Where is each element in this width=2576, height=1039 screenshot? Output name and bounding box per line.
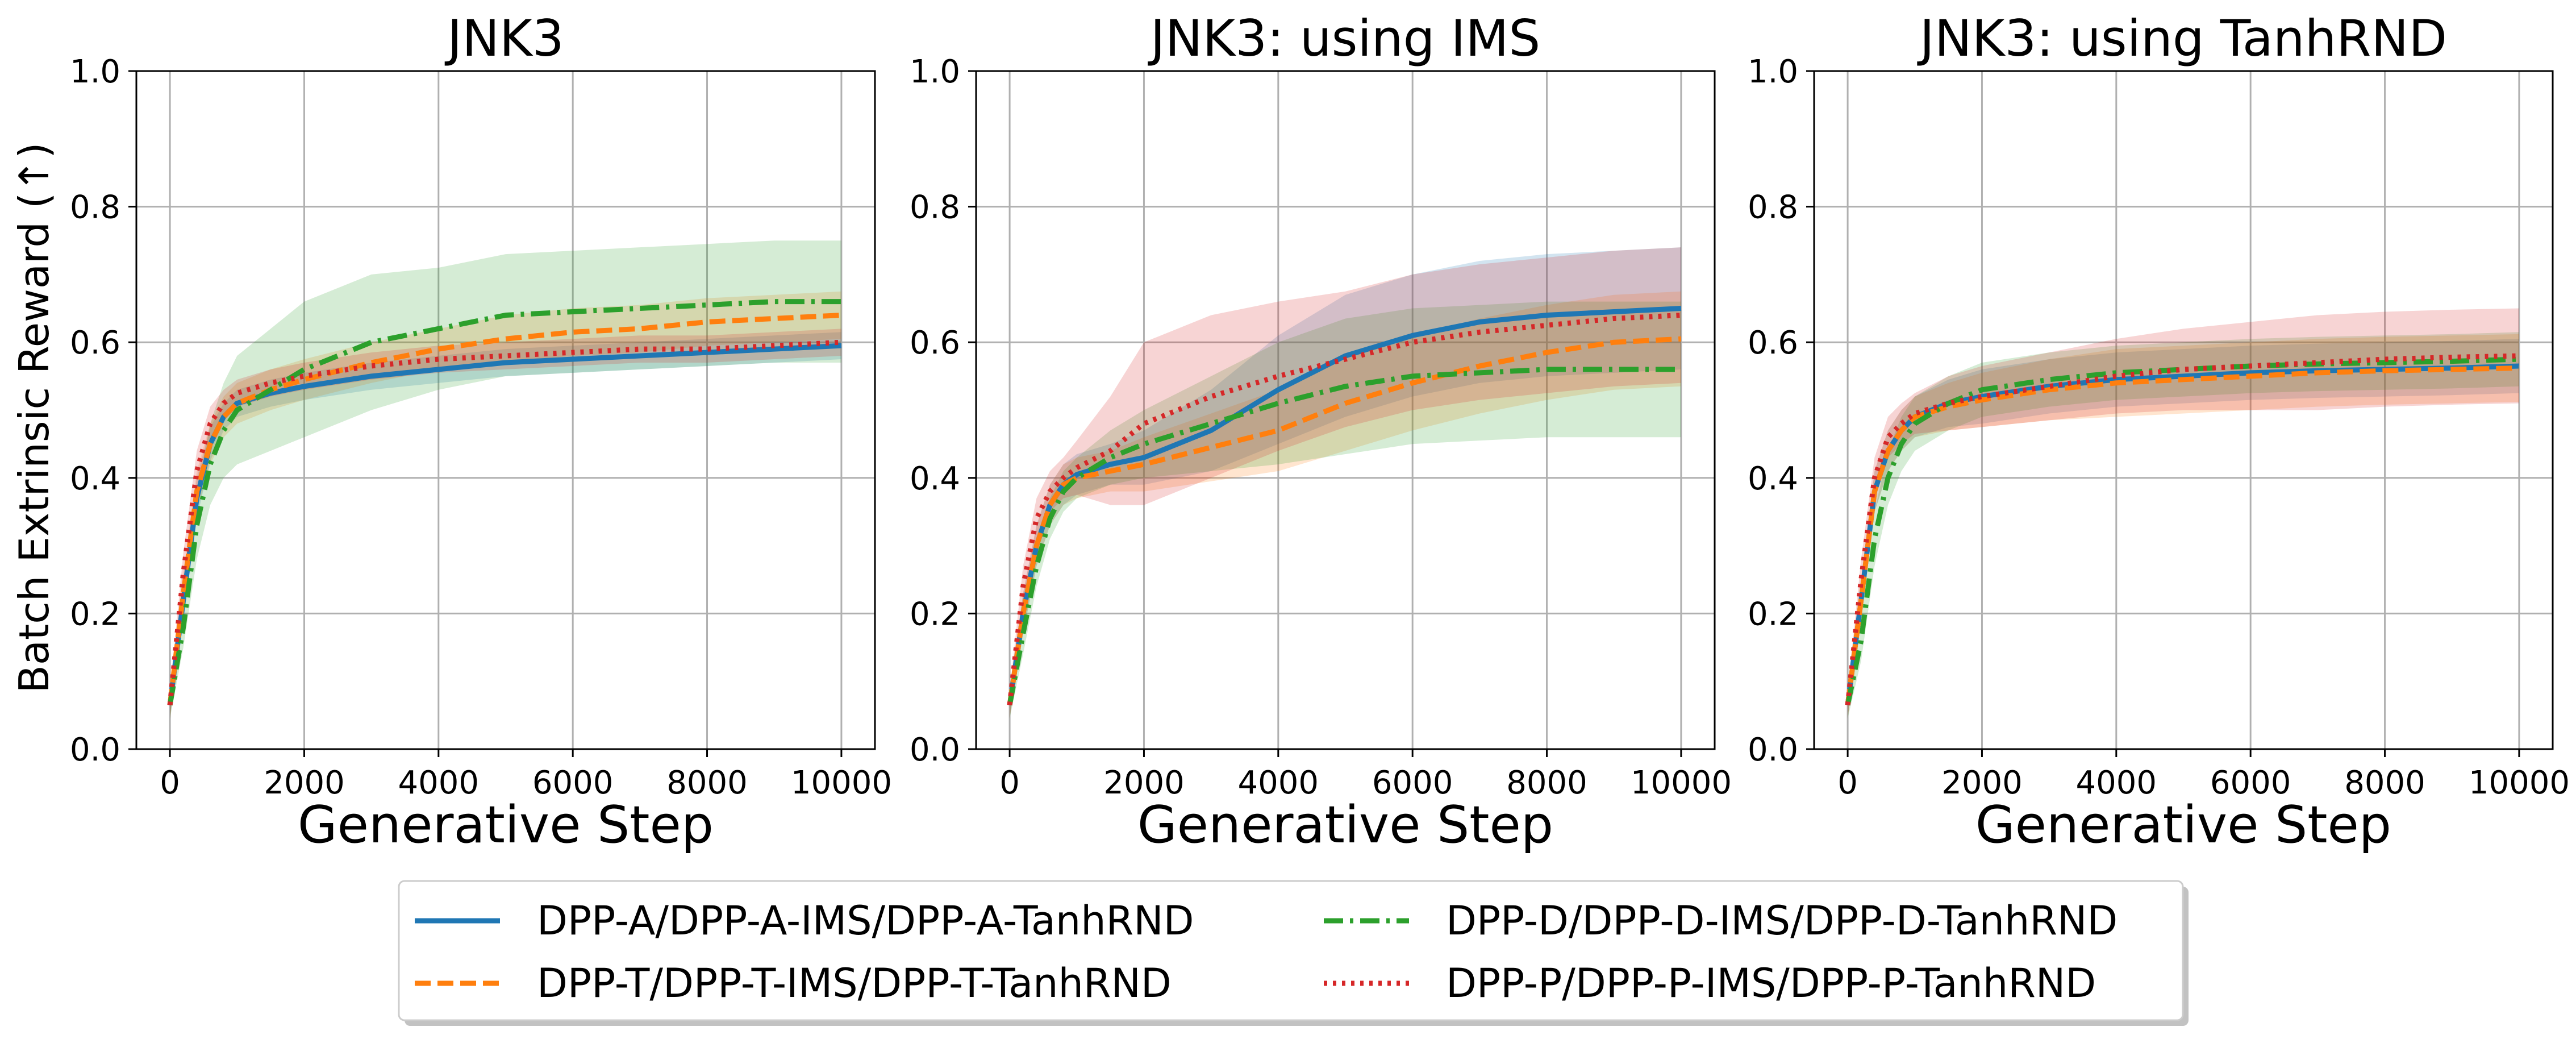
x-axis-label: Generative Step bbox=[1975, 795, 2391, 855]
y-tick-label: 0.0 bbox=[910, 732, 960, 768]
x-tick-label: 6000 bbox=[1372, 764, 1453, 801]
y-tick-label: 1.0 bbox=[70, 53, 120, 90]
panels: JNK3 0 2000 4000 6000 8000 10000 0.0 0.2 0.4 0.6 0.… bbox=[70, 9, 2570, 855]
x-tick-label: 6000 bbox=[532, 764, 614, 801]
legend-label-P: DPP-P/DPP-P-IMS/DPP-P-TanhRND bbox=[1446, 960, 2096, 1007]
y-axis-label: Batch Extrinsic Reward (↑) bbox=[10, 143, 58, 693]
x-axis-label: Generative Step bbox=[298, 795, 714, 855]
y-tick-label: 0.4 bbox=[70, 460, 120, 497]
x-tick-label: 2000 bbox=[1103, 764, 1185, 801]
plot-frame bbox=[135, 70, 876, 750]
band-P bbox=[1010, 247, 1681, 719]
x-tick-label: 10000 bbox=[1631, 764, 1732, 801]
panel-1: JNK3 0 2000 4000 6000 8000 10000 0.0 0.2 0.4 0.6 0.… bbox=[70, 9, 892, 855]
series-line-T bbox=[1845, 365, 2520, 706]
x-tick-label: 2000 bbox=[1941, 764, 2023, 801]
y-tick-label: 0.2 bbox=[1748, 596, 1798, 633]
band-T bbox=[170, 291, 841, 719]
plot-frame bbox=[1813, 70, 2554, 750]
x-tick-label: 4000 bbox=[1238, 764, 1319, 801]
panel-3: JNK3: using TanhRND 0 2000 4000 6000 8000 1000… bbox=[1748, 9, 2570, 855]
y-tick-label: 0.2 bbox=[910, 596, 960, 633]
x-axis-label: Generative Step bbox=[1137, 795, 1553, 855]
band-D bbox=[1010, 301, 1681, 719]
legend: DPP-A/DPP-A-IMS/DPP-A-TanhRND DPP-T/DPP-T… bbox=[398, 880, 2189, 1026]
y-tick-label: 0.6 bbox=[910, 325, 960, 361]
band-P bbox=[1848, 308, 2519, 719]
x-tick-label: 8000 bbox=[2344, 764, 2425, 801]
y-tick-label: 0.4 bbox=[910, 460, 960, 497]
y-tick-label: 0.0 bbox=[1748, 732, 1798, 768]
y-tick-label: 0.8 bbox=[910, 189, 960, 226]
band-A bbox=[1848, 339, 2519, 719]
x-tick-label: 0 bbox=[1837, 764, 1858, 801]
series-line-P bbox=[1845, 353, 2520, 705]
y-tick-label: 0.6 bbox=[1748, 325, 1798, 361]
y-tick-label: 0.8 bbox=[1748, 189, 1798, 226]
x-tick-label: 4000 bbox=[398, 764, 480, 801]
band-A bbox=[1010, 247, 1681, 719]
x-tick-label: 10000 bbox=[2469, 764, 2570, 801]
panel-title: JNK3: using TanhRND bbox=[1917, 9, 2447, 68]
series-line-P bbox=[167, 339, 842, 705]
y-tick-label: 0.4 bbox=[1748, 460, 1798, 497]
band-T bbox=[1010, 291, 1681, 719]
legend-label-T: DPP-T/DPP-T-IMS/DPP-T-TanhRND bbox=[537, 960, 1172, 1007]
legend-label-A: DPP-A/DPP-A-IMS/DPP-A-TanhRND bbox=[537, 897, 1194, 944]
x-tick-label: 0 bbox=[160, 764, 180, 801]
panel-2: JNK3: using IMS 0 2000 4000 6000 8000 10000 0.0… bbox=[910, 9, 1732, 855]
x-tick-label: 2000 bbox=[264, 764, 345, 801]
series-line-T bbox=[1007, 336, 1682, 706]
x-tick-label: 4000 bbox=[2076, 764, 2157, 801]
x-tick-label: 6000 bbox=[2210, 764, 2291, 801]
x-tick-label: 0 bbox=[999, 764, 1020, 801]
y-tick-label: 0.2 bbox=[70, 596, 120, 633]
x-tick-label: 8000 bbox=[666, 764, 748, 801]
band-D bbox=[170, 240, 841, 719]
y-tick-label: 0.0 bbox=[70, 732, 120, 768]
legend-box bbox=[398, 880, 2184, 1021]
y-tick-label: 0.8 bbox=[70, 189, 120, 226]
x-tick-label: 10000 bbox=[791, 764, 892, 801]
y-tick-label: 1.0 bbox=[910, 53, 960, 90]
series-line-D bbox=[1007, 367, 1681, 706]
panel-title: JNK3 bbox=[444, 9, 564, 68]
legend-label-D: DPP-D/DPP-D-IMS/DPP-D-TanhRND bbox=[1446, 897, 2118, 944]
plot-frame bbox=[975, 70, 1716, 750]
y-tick-label: 0.6 bbox=[70, 325, 120, 361]
panel-title: JNK3: using IMS bbox=[1148, 9, 1541, 68]
x-tick-label: 8000 bbox=[1506, 764, 1587, 801]
band-T bbox=[1848, 334, 2519, 719]
y-tick-label: 1.0 bbox=[1748, 53, 1798, 90]
